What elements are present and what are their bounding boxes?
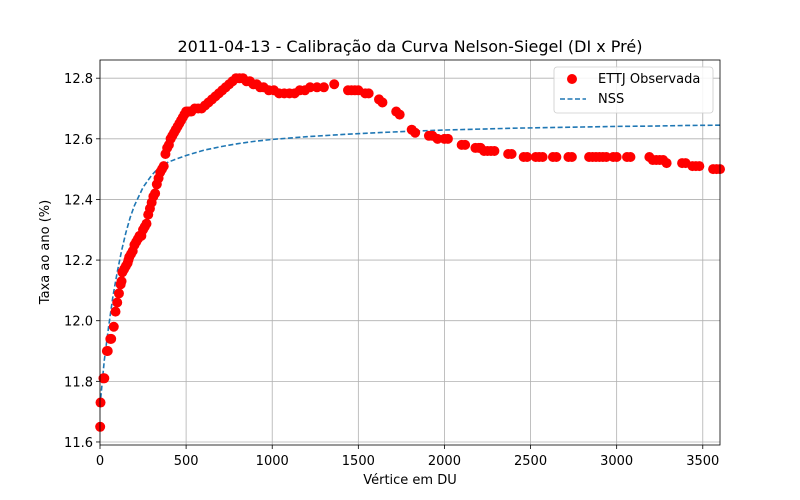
y-tick-label: 12.0 [64,315,93,330]
observed-point [113,288,124,299]
observed-point [566,152,577,163]
observed-point [432,133,443,144]
observed-point [506,148,517,159]
y-axis-label: Taxa ao ano (%) [38,200,53,305]
grid [99,60,720,445]
y-tick-label: 12.2 [64,254,93,269]
observed-point [99,373,110,384]
y-tick-label: 12.6 [64,133,93,148]
observed-point [611,152,622,163]
legend-box [553,66,714,114]
nss-fit-line [99,124,721,406]
observed-point [108,321,119,332]
observed-point [141,218,152,229]
x-axis-label: Vértice em DU [363,473,457,488]
y-tick-label: 11.6 [64,436,93,451]
legend-fit-label: NSS [598,92,624,107]
observed-point [694,161,705,172]
y-tick-label: 12.8 [64,72,93,87]
x-tick-label: 1500 [342,454,375,469]
observed-point [377,97,388,108]
y-tick-label: 12.4 [64,193,93,208]
observed-point [442,133,453,144]
legend-observed-label: ETTJ Observada [598,72,700,87]
observed-point [106,333,117,344]
axis-ticks: 0 500 1000 1500 2000 2500 3000 3500 11.6 11.8 12.0… [64,72,719,469]
observed-point [150,188,161,199]
chart-title: 2011-04-13 - Calibração da Curva Nelson-… [178,37,643,56]
observed-point [312,82,322,93]
observed-point [625,152,636,163]
observed-point [158,161,169,172]
observed-point [95,397,106,408]
observed-point [305,82,316,93]
fit-series [99,124,721,406]
x-tick-label: 2500 [514,454,547,469]
observed-point [460,139,471,150]
observed-point [363,88,374,99]
plot-frame [99,59,721,446]
legend: ETTJ Observada NSS [553,66,714,114]
observed-series [95,73,725,432]
x-tick-label: 3500 [686,454,719,469]
x-tick-label: 3000 [600,454,633,469]
observed-point [410,127,421,138]
observed-point [522,152,533,163]
y-tick-label: 11.8 [64,375,93,390]
legend-observed-marker [567,74,577,84]
x-tick-label: 1000 [256,454,289,469]
x-tick-label: 500 [174,454,199,469]
observed-point [661,158,672,169]
observed-point [489,145,500,156]
observed-point [110,306,121,317]
observed-point [329,79,340,90]
observed-point [394,109,405,120]
observed-point [537,152,548,163]
observed-point [102,346,113,357]
observed-point [601,152,612,163]
observed-point [551,152,562,163]
x-tick-label: 2000 [428,454,461,469]
observed-point [112,297,123,308]
x-tick-label: 0 [96,454,104,469]
observed-point [318,82,329,93]
observed-point [116,276,127,287]
